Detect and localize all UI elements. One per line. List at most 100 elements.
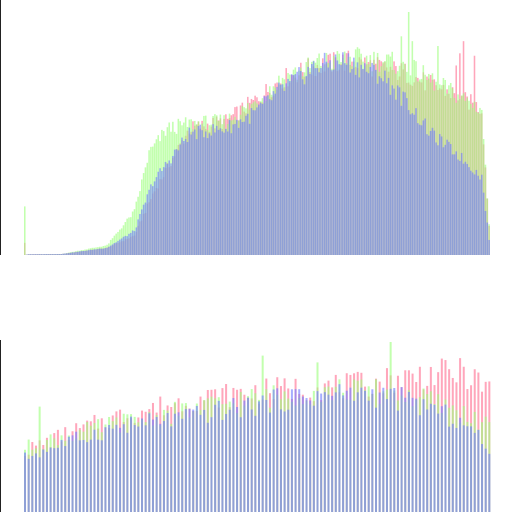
histogram-bar-blue [457,159,459,255]
histogram-bar-blue [466,426,469,512]
histogram-bottom-panel [0,340,491,512]
histogram-bar-blue [444,404,447,512]
histogram-bar-blue [406,98,408,255]
histogram-bar-blue [236,119,238,255]
histogram-bar-blue [382,81,384,255]
histogram-bar-blue [345,64,348,256]
histogram-bar-blue [111,244,114,255]
histogram-bar-blue [93,429,96,512]
histogram-bar-blue [173,413,176,512]
histogram-bar-blue [272,389,275,512]
histogram-bar-blue [24,452,27,512]
histogram-bar-blue [108,424,111,512]
histogram-bar-blue [104,248,106,255]
histogram-bar-blue [448,141,450,255]
histogram-bar-blue [195,405,198,512]
histogram-bar-blue [290,74,293,255]
histogram-bar-blue [396,85,399,255]
histogram-bar-blue [135,227,138,255]
histogram-bar-blue [449,144,452,255]
histogram-bar-blue [215,125,218,256]
histogram-bar-blue [276,388,279,512]
histogram-bar-blue [274,93,276,256]
histogram-bar-blue [91,249,94,255]
histogram-bar-blue [268,412,271,512]
histogram-bar-blue [100,248,103,255]
histogram-bar-blue [31,254,33,255]
histogram-bar-blue [117,240,119,255]
histogram-bar-blue [407,110,410,255]
histogram-bar-blue [115,424,118,512]
histogram-bar-blue [380,78,383,256]
histogram-bar-blue [162,421,165,512]
histogram-bar-blue [278,82,280,255]
histogram-bar-blue [484,210,487,255]
histogram-bar-blue [64,446,67,512]
histogram-bar-blue [173,149,176,255]
histogram-bar-blue [206,422,209,512]
histogram-bar-blue [29,254,32,255]
histogram-bar-blue [433,404,436,512]
histogram-bar-blue [300,71,302,255]
histogram-bar-blue [477,429,480,512]
histogram-bar-blue [124,235,127,255]
histogram-bar-blue [97,249,99,255]
histogram-bar-blue [261,103,264,255]
histogram-bar-blue [250,409,253,512]
histogram-bar-blue [391,85,393,255]
histogram-bar-blue [98,248,101,255]
histogram-bar-blue [199,414,202,512]
histogram-bar-blue [40,254,42,255]
histogram-bar-blue [56,254,59,255]
histogram-bar-blue [119,239,121,255]
histogram-bar-blue [481,444,484,512]
histogram-bar-blue [418,124,421,255]
histogram-bar-blue [164,161,167,255]
histogram-bar-blue [34,453,37,512]
histogram-bar-blue [323,52,326,256]
histogram-bar-blue [221,131,223,255]
histogram-bar-blue [183,141,185,255]
histogram-bar-blue [473,174,476,255]
histogram-bar-blue [314,68,317,255]
histogram-bar-blue [252,110,255,255]
histogram-bar-blue [53,448,56,512]
histogram-bar-blue [64,253,66,255]
histogram-bar-blue [181,137,183,255]
histogram-bar-blue [78,251,81,255]
histogram-bar-blue [422,120,425,255]
histogram-bar-blue [279,409,282,512]
histogram-bar-blue [33,254,35,255]
histogram-bar-blue [69,252,72,255]
histogram-bar-blue [60,254,63,255]
histogram-bar-blue [139,213,141,255]
histogram-bar-blue [354,74,357,256]
histogram-bar-blue [49,254,52,255]
histogram-bar-blue [254,110,256,255]
histogram-bars [24,12,490,256]
histogram-bar-blue [77,251,79,255]
histogram-bar-blue [144,425,147,512]
histogram-bar-blue [146,194,149,255]
histogram-bar-blue [464,161,467,255]
histogram-bar-blue [236,406,239,512]
histogram-bar-blue [362,68,364,255]
histogram-bar-blue [126,432,129,512]
histogram-bar-blue [417,123,419,256]
histogram-bar-blue [58,254,61,255]
histogram-bar-blue [442,147,445,255]
histogram-bar-blue [239,417,242,512]
histogram-bar-blue [172,155,174,255]
histogram-bar-blue [488,453,491,512]
histogram-bar-blue [108,246,110,255]
histogram-bar-blue [113,243,116,255]
histogram-bar-blue [243,400,246,512]
histogram-bar-blue [62,253,64,255]
histogram-bar-blue [184,409,187,512]
histogram-bar-blue [307,66,309,256]
histogram-bar-blue [426,409,429,512]
histogram-bar-blue [38,254,41,255]
histogram-bar-blue [413,114,415,255]
histogram-bar-blue [100,440,103,512]
histogram-bar-blue [151,186,154,255]
